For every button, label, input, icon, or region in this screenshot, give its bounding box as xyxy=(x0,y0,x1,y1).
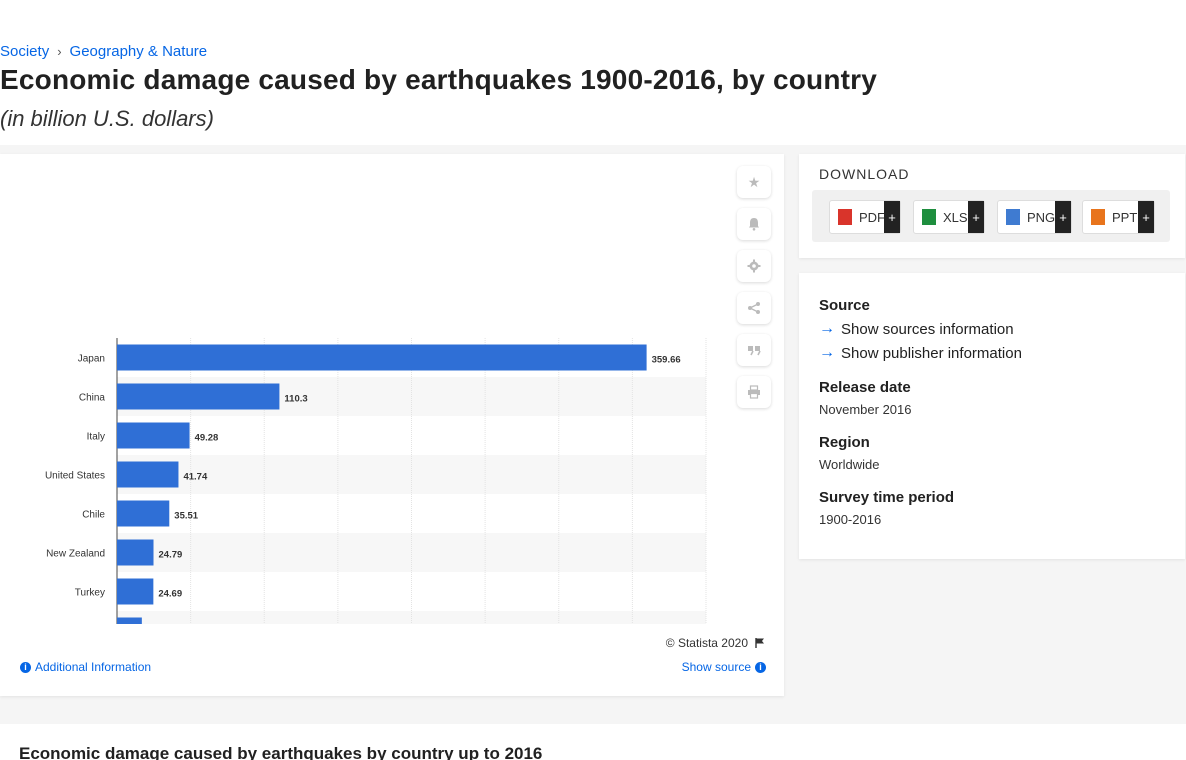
quote-icon[interactable] xyxy=(737,334,771,366)
additional-info-link[interactable]: i Additional Information xyxy=(20,660,151,674)
breadcrumb-society[interactable]: Society xyxy=(0,43,50,60)
download-title: DOWNLOAD xyxy=(819,166,910,182)
pdf-file-icon xyxy=(838,209,852,225)
period-value: 1900-2016 xyxy=(819,512,882,527)
breadcrumb-separator: › xyxy=(57,44,62,59)
star-icon[interactable]: ★ xyxy=(737,166,771,198)
region-value: Worldwide xyxy=(819,457,880,472)
download-xls-button[interactable]: XLS + xyxy=(913,200,985,234)
data-label: 359.66 xyxy=(652,355,681,366)
download-row: PDF + XLS + PNG + PPT + xyxy=(812,190,1170,242)
print-icon[interactable] xyxy=(737,376,771,408)
source-heading: Source xyxy=(819,297,870,314)
download-xls-label: XLS xyxy=(943,209,968,225)
arrow-right-icon: → xyxy=(819,344,835,361)
download-pdf-label: PDF xyxy=(859,209,885,225)
category-label: Chile xyxy=(82,510,105,521)
data-label: 49.28 xyxy=(195,433,219,444)
data-label: 24.79 xyxy=(159,550,183,561)
data-label: 41.74 xyxy=(183,472,207,483)
info-icon: i xyxy=(755,661,766,673)
png-plus: + xyxy=(1055,201,1071,233)
bar xyxy=(117,578,154,605)
bottom-card: Economic damage caused by earthquakes by… xyxy=(0,724,1186,760)
bell-icon[interactable] xyxy=(737,208,771,240)
copyright: © Statista 2020 xyxy=(666,636,766,650)
category-label: Italy xyxy=(87,432,105,443)
bar xyxy=(117,617,142,624)
xls-plus: + xyxy=(968,201,984,233)
bar xyxy=(117,422,190,449)
pdf-plus: + xyxy=(884,201,900,233)
download-ppt-label: PPT xyxy=(1112,209,1138,225)
bar xyxy=(117,539,154,566)
download-ppt-button[interactable]: PPT + xyxy=(1082,200,1155,234)
release-value: November 2016 xyxy=(819,402,912,417)
download-png-button[interactable]: PNG + xyxy=(997,200,1072,234)
category-label: China xyxy=(79,393,106,404)
breadcrumb: Society › Geography & Nature xyxy=(0,43,207,60)
flag-icon[interactable] xyxy=(754,637,766,649)
chart-card: Japan 359.66 China 110.3 Italy 49.28 United St… xyxy=(0,154,784,696)
ppt-plus: + xyxy=(1138,201,1154,233)
release-heading: Release date xyxy=(819,379,911,396)
bar xyxy=(117,500,170,527)
share-icon[interactable] xyxy=(737,292,771,324)
period-heading: Survey time period xyxy=(819,489,955,506)
gear-icon[interactable] xyxy=(737,250,771,282)
download-pdf-button[interactable]: PDF + xyxy=(829,200,901,234)
category-label: Japan xyxy=(78,354,105,365)
show-publisher-label: Show publisher information xyxy=(841,344,1022,362)
bar xyxy=(117,461,179,488)
bar-chart: Japan 359.66 China 110.3 Italy 49.28 United St… xyxy=(45,338,707,624)
additional-info-label: Additional Information xyxy=(35,660,152,674)
download-card: DOWNLOAD PDF + XLS + PNG + PPT + xyxy=(799,154,1185,258)
data-label: 35.51 xyxy=(174,511,198,522)
category-label: United States xyxy=(45,471,105,482)
bar xyxy=(117,344,647,371)
download-png-label: PNG xyxy=(1027,209,1056,225)
header-area xyxy=(0,0,1186,145)
xls-file-icon xyxy=(922,209,936,225)
show-sources-label: Show sources information xyxy=(841,320,1014,338)
category-label: New Zealand xyxy=(46,549,105,560)
copyright-text: © Statista 2020 xyxy=(665,636,748,650)
page-title: Economic damage caused by earthquakes 19… xyxy=(0,64,878,95)
bar xyxy=(117,383,280,410)
show-source-link[interactable]: Show source i xyxy=(682,660,766,674)
chart-toolbar: ★ xyxy=(737,166,771,408)
bottom-title: Economic damage caused by earthquakes by… xyxy=(19,744,543,760)
show-publisher-link[interactable]: → Show publisher information xyxy=(819,344,1022,362)
page-subtitle: (in billion U.S. dollars) xyxy=(0,106,214,131)
region-heading: Region xyxy=(819,434,870,451)
data-label: 110.3 xyxy=(284,394,307,405)
show-sources-link[interactable]: → Show sources information xyxy=(819,320,1014,338)
data-label: 24.69 xyxy=(158,589,182,600)
breadcrumb-geography[interactable]: Geography & Nature xyxy=(69,43,208,60)
info-icon: i xyxy=(20,661,31,673)
show-source-label: Show source xyxy=(681,660,751,674)
info-card: Source → Show sources information → Show… xyxy=(799,273,1185,559)
arrow-right-icon: → xyxy=(819,320,835,337)
ppt-file-icon xyxy=(1091,209,1105,225)
png-file-icon xyxy=(1006,209,1020,225)
category-label: Turkey xyxy=(75,588,105,599)
